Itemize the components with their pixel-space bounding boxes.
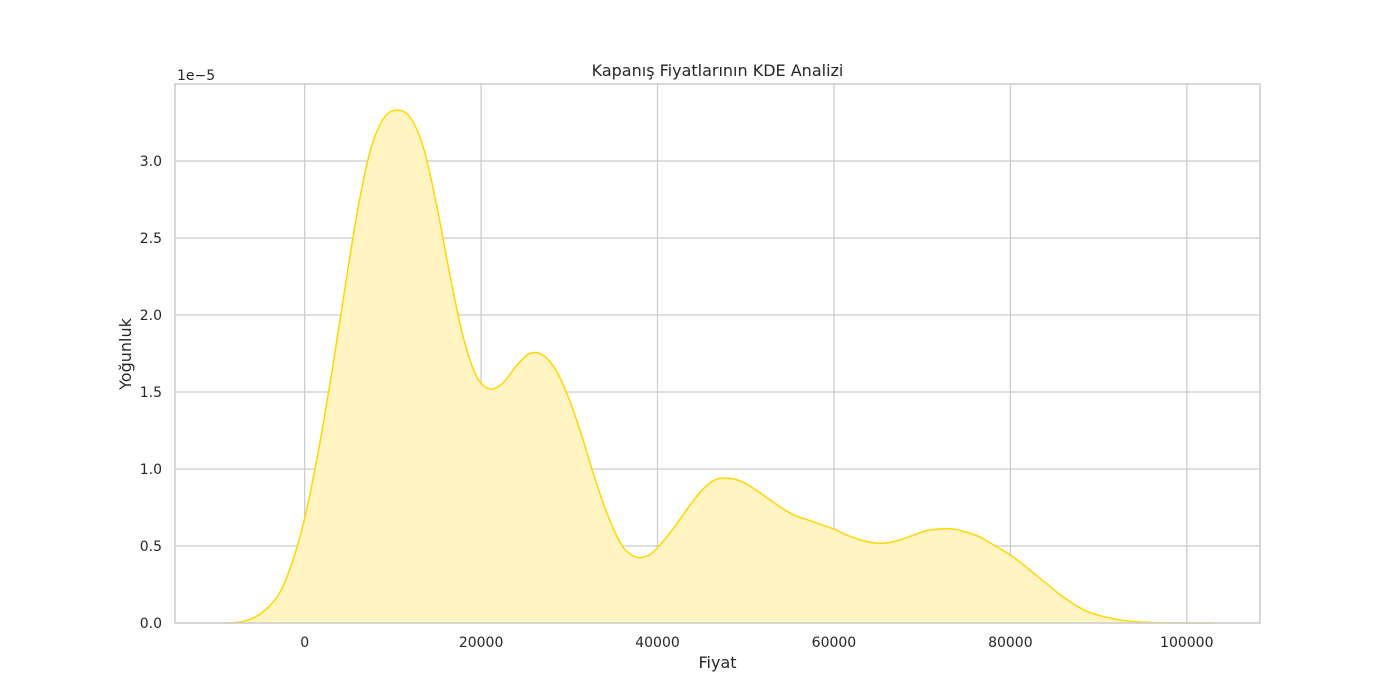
plot-frame	[174, 83, 1261, 624]
x-axis-title: Fiyat	[698, 653, 736, 672]
y-tick-label: 0.0	[140, 616, 162, 632]
kde-area-fill	[225, 110, 1214, 624]
y-tick-label: 3.0	[140, 154, 162, 170]
x-tick-label: 100000	[1160, 635, 1213, 651]
y-offset-text: 1e−5	[177, 68, 215, 84]
y-axis-title: Yoğunluk	[116, 317, 135, 390]
y-tick-label: 1.0	[140, 462, 162, 478]
x-tick-label: 20000	[459, 635, 504, 651]
x-tick-label: 0	[300, 635, 309, 651]
y-tick-label: 2.0	[140, 308, 162, 324]
y-tick-label: 0.5	[140, 539, 162, 555]
chart-title: Kapanış Fiyatlarının KDE Analizi	[592, 61, 844, 80]
kde-density-line	[225, 109, 1214, 624]
y-tick-label: 2.5	[140, 231, 162, 247]
x-tick-label: 60000	[812, 635, 857, 651]
y-tick-label: 1.5	[140, 385, 162, 401]
x-tick-label: 40000	[635, 635, 680, 651]
y-axis-ticks: 0.0 0.5 1.0 1.5 2.0 2.5 3.0	[140, 154, 162, 632]
x-axis-ticks: 0 20000 40000 60000 80000 100000	[300, 635, 1213, 651]
x-tick-label: 80000	[988, 635, 1033, 651]
